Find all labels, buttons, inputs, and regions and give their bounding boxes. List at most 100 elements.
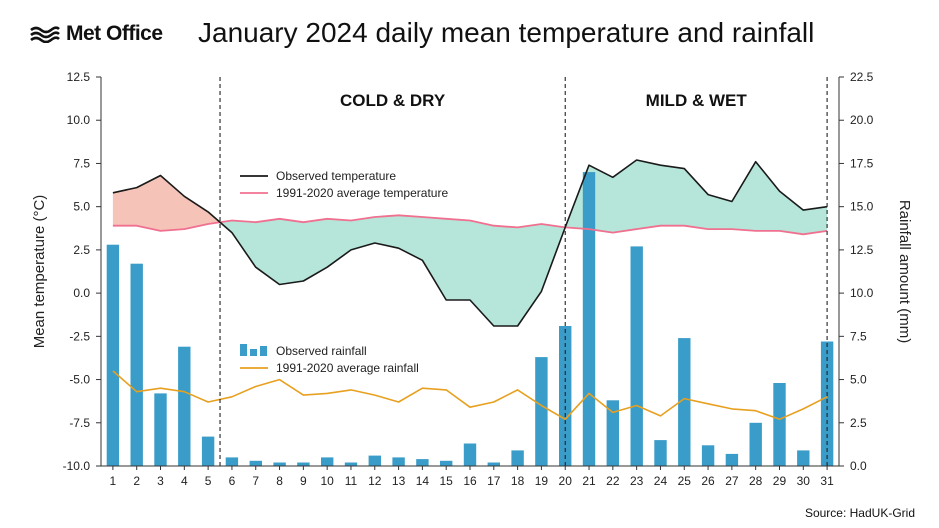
average-temperature-line xyxy=(112,214,828,236)
right-tick-label: 10.0 xyxy=(850,286,874,300)
rainfall-bar xyxy=(773,383,786,466)
right-tick-label: 12.5 xyxy=(850,243,874,257)
rainfall-bar xyxy=(249,460,262,466)
below-average-fill xyxy=(220,160,828,326)
x-tick-label: 3 xyxy=(157,474,164,488)
rainfall-bar xyxy=(725,453,739,466)
left-tick-label: -5.0 xyxy=(69,373,90,387)
rainfall-bar xyxy=(797,450,810,466)
left-tick-label: 5.0 xyxy=(73,200,90,214)
x-tick-label: 10 xyxy=(320,474,334,488)
page-title: January 2024 daily mean temperature and … xyxy=(198,17,815,48)
met-office-logo: Met Office xyxy=(30,22,163,46)
left-tick-label: -2.5 xyxy=(69,329,90,343)
rainfall-bar xyxy=(273,462,286,466)
rainfall-bar xyxy=(820,341,834,466)
x-tick-label: 23 xyxy=(630,474,644,488)
rainfall-bar xyxy=(154,393,167,466)
legend-rainfall-swatch-bar xyxy=(240,344,247,356)
period-label: COLD & DRY xyxy=(340,91,446,110)
left-tick-label: 10.0 xyxy=(67,113,91,127)
x-tick-label: 8 xyxy=(276,474,283,488)
rainfall-bar xyxy=(321,457,334,466)
rainfall-bar xyxy=(678,338,691,466)
rainfall-bar xyxy=(225,457,239,466)
left-tick-label: 2.5 xyxy=(73,243,90,257)
x-tick-label: 27 xyxy=(725,474,739,488)
right-tick-label: 0.0 xyxy=(850,459,867,473)
right-tick-label: 7.5 xyxy=(850,329,867,343)
legend-average-temperature-label: 1991-2020 average temperature xyxy=(276,186,448,200)
right-tick-label: 5.0 xyxy=(850,373,867,387)
x-tick-label: 7 xyxy=(252,474,259,488)
legend-observed-rainfall-label: Observed rainfall xyxy=(276,344,367,358)
x-tick-label: 26 xyxy=(701,474,715,488)
rainfall-bar xyxy=(654,440,667,466)
x-tick-label: 12 xyxy=(368,474,382,488)
right-axis-label: Rainfall amount (mm) xyxy=(896,200,913,343)
logo-text: Met Office xyxy=(66,22,163,45)
rainfall-bar xyxy=(178,346,191,466)
above-average-fill xyxy=(112,175,220,231)
rainfall-bar xyxy=(440,460,453,466)
observed-temperature-line xyxy=(112,159,828,327)
x-tick-label: 17 xyxy=(487,474,501,488)
right-tick-label: 17.5 xyxy=(850,156,874,170)
left-tick-label: 12.5 xyxy=(67,70,91,84)
rainfall-bar xyxy=(416,459,429,466)
rainfall-bar xyxy=(368,455,381,466)
legend-rainfall-swatch-bar xyxy=(260,346,267,356)
legend-average-rainfall-label: 1991-2020 average rainfall xyxy=(276,361,419,375)
rainfall-bar xyxy=(535,357,548,466)
x-tick-label: 22 xyxy=(606,474,620,488)
x-tick-label: 24 xyxy=(654,474,668,488)
x-tick-label: 20 xyxy=(559,474,573,488)
x-tick-label: 14 xyxy=(416,474,430,488)
average-rainfall-line xyxy=(112,370,828,421)
source-note: Source: HadUK-Grid xyxy=(804,506,915,520)
x-tick-label: 29 xyxy=(773,474,787,488)
left-tick-label: -7.5 xyxy=(69,416,90,430)
rainfall-bar xyxy=(463,443,477,466)
x-tick-label: 18 xyxy=(511,474,525,488)
x-tick-label: 1 xyxy=(110,474,117,488)
x-tick-label: 11 xyxy=(345,474,358,488)
x-tick-label: 5 xyxy=(205,474,212,488)
rainfall-bar xyxy=(701,445,715,466)
x-tick-label: 15 xyxy=(440,474,454,488)
x-tick-label: 16 xyxy=(463,474,477,488)
rainfall-bar xyxy=(749,422,762,466)
rainfall-bar xyxy=(630,246,643,466)
left-tick-label: -10.0 xyxy=(63,459,91,473)
rainfall-bar xyxy=(106,244,120,466)
left-axis-label: Mean temperature (°C) xyxy=(31,195,48,349)
rainfall-bar xyxy=(606,400,619,466)
x-tick-label: 13 xyxy=(392,474,406,488)
legend-rainfall-swatch-bar xyxy=(250,349,257,356)
rainfall-bar xyxy=(130,263,143,466)
wave-logo-icon xyxy=(30,26,60,43)
left-tick-label: 7.5 xyxy=(73,156,90,170)
right-tick-label: 20.0 xyxy=(850,113,874,127)
rainfall-bar xyxy=(582,172,596,466)
rainfall-bar xyxy=(201,436,215,466)
right-tick-label: 22.5 xyxy=(850,70,874,84)
left-tick-label: 0.0 xyxy=(73,286,90,300)
x-tick-label: 21 xyxy=(582,474,596,488)
rainfall-bar xyxy=(487,462,500,466)
rainfall-bar xyxy=(392,457,405,466)
x-tick-label: 2 xyxy=(133,474,140,488)
legend-observed-temperature-label: Observed temperature xyxy=(276,169,396,183)
x-tick-label: 28 xyxy=(749,474,763,488)
right-tick-label: 15.0 xyxy=(850,200,874,214)
rainfall-bar xyxy=(297,462,310,466)
x-tick-label: 30 xyxy=(797,474,811,488)
x-tick-label: 31 xyxy=(820,474,834,488)
x-tick-label: 19 xyxy=(535,474,549,488)
rainfall-bar xyxy=(344,462,358,466)
x-tick-label: 25 xyxy=(678,474,692,488)
right-tick-label: 2.5 xyxy=(850,416,867,430)
rainfall-bar xyxy=(511,450,524,466)
x-tick-label: 4 xyxy=(181,474,188,488)
